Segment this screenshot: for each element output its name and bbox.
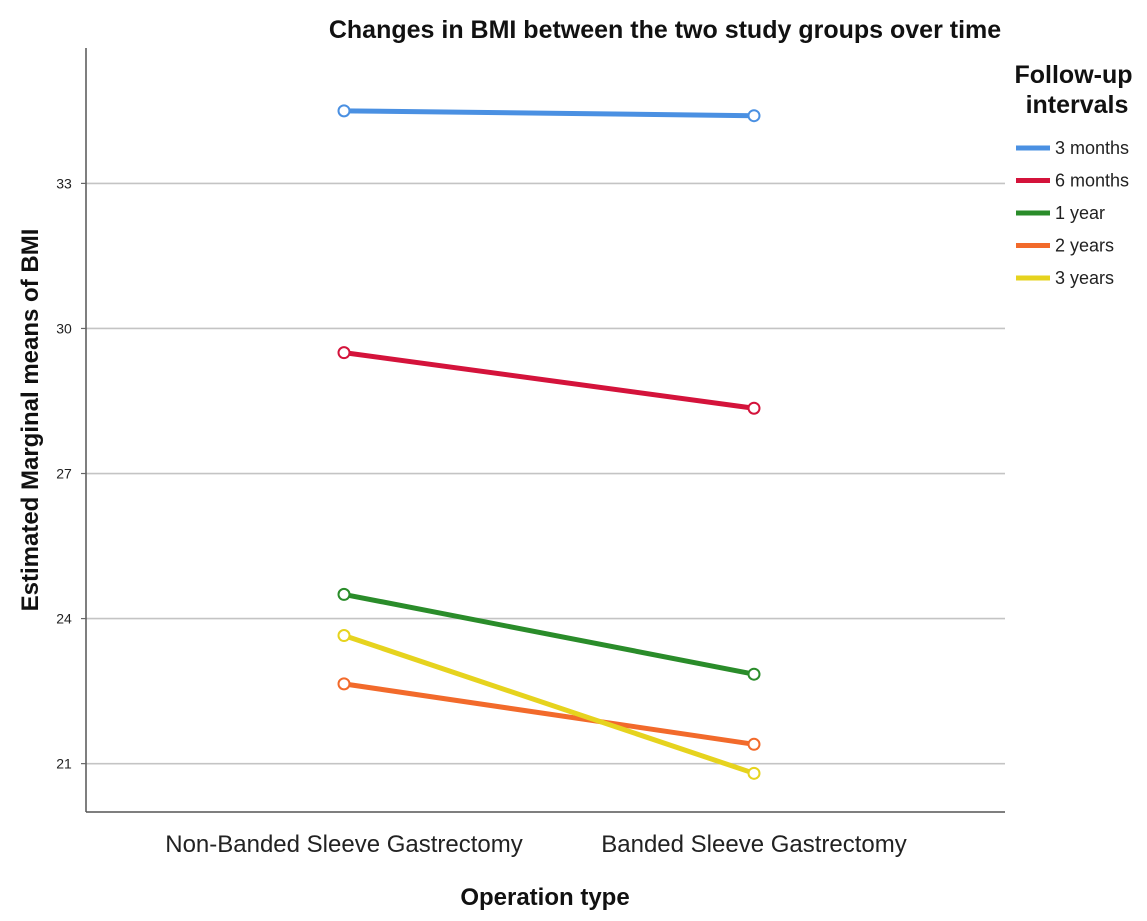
- series-3: [337, 677, 761, 751]
- data-point: [337, 346, 351, 360]
- chart-title: Changes in BMI between the two study gro…: [329, 16, 1001, 44]
- series-4: [337, 629, 761, 780]
- y-tick-labels: 21 24 27 30 33: [56, 175, 86, 772]
- legend-label: 1 year: [1055, 203, 1105, 223]
- series-2: [337, 587, 761, 681]
- x-category-label: Non-Banded Sleeve Gastrectomy: [165, 831, 523, 858]
- legend: Follow-up intervals 3 months 6 months 1 ye…: [1015, 61, 1140, 288]
- data-point: [747, 766, 761, 780]
- x-category-labels: Non-Banded Sleeve Gastrectomy Banded Slee…: [165, 831, 907, 858]
- legend-label: 3 months: [1055, 138, 1129, 158]
- data-point: [337, 587, 351, 601]
- y-tick-label: 30: [56, 320, 72, 336]
- data-point: [337, 104, 351, 118]
- y-tick-label: 21: [56, 756, 72, 772]
- data-point: [747, 737, 761, 751]
- data-point: [747, 667, 761, 681]
- series-0: [337, 104, 761, 123]
- axes: [85, 48, 1005, 813]
- legend-title-line-1: Follow-up: [1015, 61, 1133, 89]
- legend-label: 3 years: [1055, 268, 1114, 288]
- data-point: [747, 109, 761, 123]
- gridlines: [86, 182, 1005, 765]
- y-tick-label: 24: [56, 611, 72, 627]
- data-point: [337, 677, 351, 691]
- y-axis-title: Estimated Marginal means of BMI: [17, 229, 44, 612]
- data-point: [337, 629, 351, 643]
- series-1: [337, 346, 761, 415]
- legend-title: Follow-up intervals: [1015, 61, 1140, 119]
- series-line: [341, 108, 757, 119]
- series-line: [341, 591, 757, 677]
- legend-title-line-2: intervals: [1026, 91, 1129, 119]
- x-category-label: Banded Sleeve Gastrectomy: [601, 831, 907, 858]
- x-axis-title: Operation type: [460, 884, 629, 911]
- series-line: [341, 681, 757, 747]
- legend-label: 6 months: [1055, 171, 1129, 191]
- y-tick-label: 27: [56, 466, 72, 482]
- y-tick-label: 33: [56, 175, 72, 191]
- legend-label: 2 years: [1055, 236, 1114, 256]
- series-line: [341, 633, 757, 776]
- series-line: [341, 350, 757, 411]
- series-lines: [337, 104, 761, 780]
- data-point: [747, 401, 761, 415]
